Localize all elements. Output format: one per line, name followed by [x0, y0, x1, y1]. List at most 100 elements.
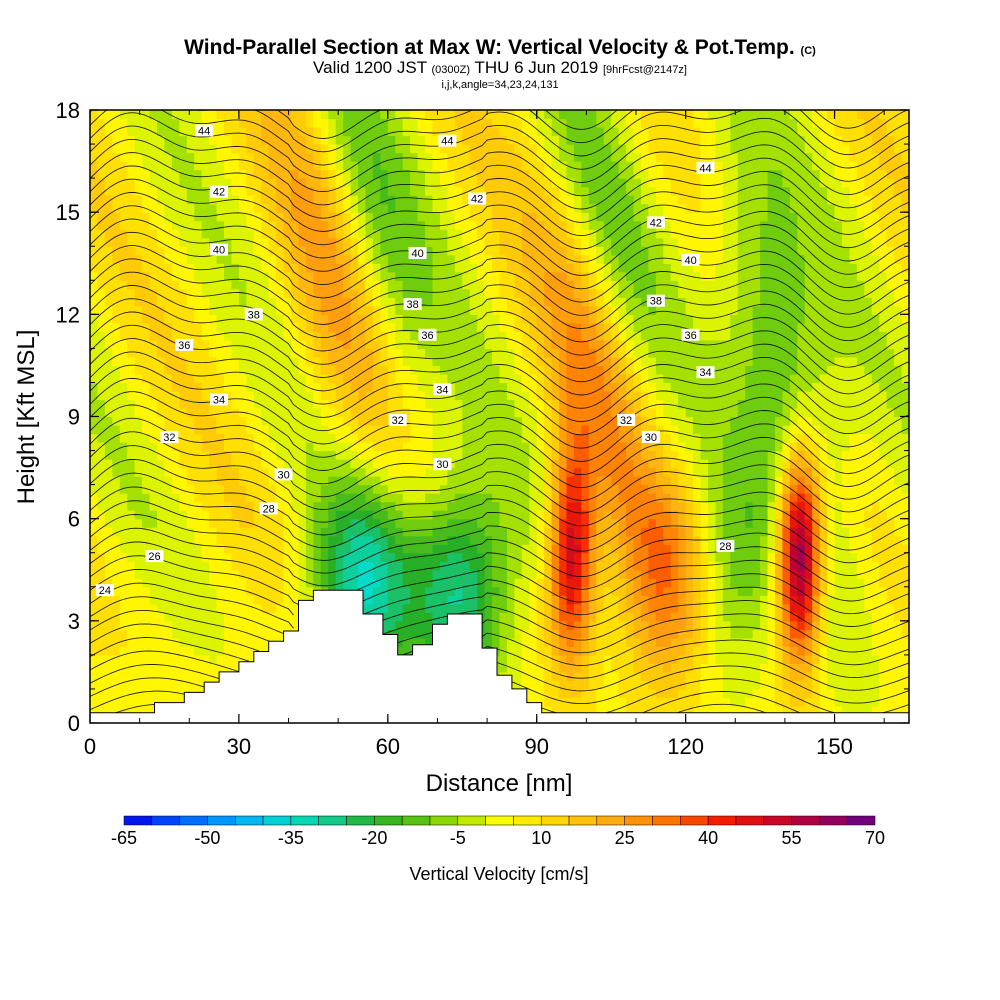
colorbar-swatch [624, 815, 653, 826]
x-tick-label: 150 [816, 734, 853, 759]
colorbar-tick-label: -50 [194, 828, 220, 848]
theta-label-text: 38 [650, 296, 662, 308]
theta-label-text: 32 [392, 415, 404, 427]
theta-label-text: 42 [650, 217, 662, 229]
theta-label: 36 [681, 328, 700, 342]
copyright-mark: (C) [800, 45, 816, 57]
theta-label-text: 42 [213, 187, 225, 199]
colorbar-swatch [374, 815, 403, 826]
theta-label: 34 [210, 393, 229, 406]
theta-label: 44 [195, 124, 214, 137]
theta-label: 44 [438, 134, 457, 148]
theta-label: 44 [696, 161, 715, 175]
theta-label: 32 [388, 413, 407, 427]
colorbar-tick-label: 40 [698, 828, 718, 848]
theta-label-text: 24 [99, 585, 111, 597]
theta-label-text: 44 [441, 136, 453, 148]
theta-label-text: 30 [277, 469, 289, 481]
title-text: Wind-Parallel Section at Max W: Vertical… [184, 36, 795, 59]
grid-params: i,j,k,angle=34,23,24,131 [441, 79, 559, 91]
theta-label-text: 26 [148, 551, 160, 563]
chart-subtitle: Valid 1200 JST (0300Z) THU 6 Jun 2019 [9… [0, 59, 1000, 79]
colorbar-swatch [123, 815, 153, 826]
colorbar-swatch [401, 815, 431, 826]
valid-prefix: Valid 1200 JST [313, 58, 427, 77]
valid-utc: (0300Z) [431, 64, 471, 76]
theta-label-text: 40 [684, 255, 696, 267]
x-tick-label: 60 [376, 734, 400, 759]
colorbar-swatch [429, 815, 459, 826]
theta-label: 38 [646, 294, 665, 308]
theta-label-text: 28 [263, 503, 275, 515]
theta-label-text: 32 [620, 415, 632, 427]
theta-label-text: 40 [213, 245, 225, 257]
colorbar-swatch [207, 815, 236, 826]
theta-label-text: 44 [699, 163, 711, 175]
theta-label-text: 44 [198, 125, 210, 137]
colorbar-swatch [707, 815, 737, 826]
colorbar-swatch [318, 815, 347, 826]
theta-label: 42 [646, 216, 665, 229]
theta-label-text: 32 [163, 432, 175, 444]
theta-contour-labels: 24 26 28 30 30 30 28 32 32 32 34 34 34 36 36 36 38 38 38 40… [95, 124, 735, 597]
theta-label: 38 [244, 308, 263, 321]
colorbar-tick-label: 55 [782, 828, 802, 848]
theta-contours [90, 110, 909, 723]
colorbar-swatch [485, 815, 514, 826]
theta-label: 28 [259, 502, 278, 515]
theta-label: 28 [716, 539, 735, 553]
x-tick-label: 120 [667, 734, 704, 759]
theta-label: 24 [95, 584, 114, 597]
terrain-mask [89, 589, 910, 724]
y-axis-label: Height [Kft MSL] [13, 330, 40, 505]
theta-label-text: 36 [684, 330, 696, 342]
colorbar-tick-label: -20 [361, 828, 387, 848]
y-tick-label: 6 [68, 507, 80, 532]
y-tick-label: 3 [68, 609, 80, 634]
theta-label: 40 [210, 243, 229, 257]
theta-label: 30 [274, 468, 293, 481]
colorbar-tick-label: 25 [615, 828, 635, 848]
x-tick-label: 90 [524, 734, 548, 759]
theta-label-text: 28 [719, 541, 731, 553]
theta-label: 34 [433, 383, 452, 396]
theta-label: 32 [160, 430, 179, 444]
x-axis-label: Distance [nm] [426, 770, 573, 797]
colorbar-label: Vertical Velocity [cm/s] [409, 864, 588, 884]
velocity-heatmap [90, 110, 909, 723]
colorbar-swatch [262, 815, 292, 826]
theta-label: 34 [696, 366, 715, 379]
x-tick-label: 30 [227, 734, 251, 759]
theta-label: 30 [433, 458, 452, 471]
colorbar-swatch [819, 815, 848, 826]
theta-label: 36 [418, 328, 437, 342]
colorbar-tick-label: -35 [278, 828, 304, 848]
colorbar-swatch [680, 815, 709, 826]
theta-label-text: 34 [436, 384, 448, 396]
colorbar-swatch [568, 815, 598, 826]
y-tick-label: 12 [56, 302, 80, 327]
colorbar-swatch [457, 815, 486, 826]
theta-label-text: 34 [699, 367, 711, 379]
theta-label: 26 [145, 550, 164, 563]
theta-label: 42 [468, 192, 487, 206]
theta-label: 38 [403, 298, 422, 311]
colorbar-swatch [791, 815, 820, 826]
valid-date: THU 6 Jun 2019 [474, 58, 599, 77]
colorbar-swatch [513, 815, 542, 826]
x-tick-label: 0 [84, 734, 96, 759]
colorbar-tick-label: -5 [450, 828, 466, 848]
theta-label: 40 [408, 247, 427, 260]
colorbar-swatch [763, 815, 792, 826]
y-tick-label: 15 [56, 200, 80, 225]
y-tick-label: 0 [68, 711, 80, 736]
colorbar-swatch [652, 815, 681, 826]
theta-label: 30 [641, 430, 660, 444]
theta-label-text: 38 [248, 309, 260, 321]
theta-label: 40 [681, 253, 700, 267]
theta-label-text: 40 [411, 248, 423, 260]
y-tick-label: 18 [56, 98, 80, 123]
theta-label-text: 38 [407, 299, 419, 311]
